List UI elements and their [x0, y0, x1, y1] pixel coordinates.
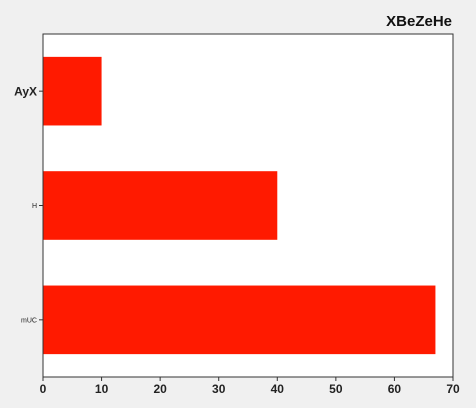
y-tick-label: H: [32, 203, 37, 210]
x-tick-label: 10: [95, 382, 109, 396]
x-tick-label: 60: [388, 382, 402, 396]
x-axis: 0 10 20 30 40 50 60 70: [40, 377, 460, 396]
x-tick-label: 0: [40, 382, 47, 396]
x-tick-label: 40: [271, 382, 285, 396]
y-tick-label: mUC: [21, 317, 37, 324]
x-tick-label: 50: [329, 382, 343, 396]
x-tick-label: 30: [212, 382, 226, 396]
x-tick-label: 20: [153, 382, 167, 396]
bar-muc: [43, 285, 436, 355]
bar-h: [43, 171, 278, 240]
bars-group: [43, 56, 436, 355]
x-tick-label: 70: [446, 382, 460, 396]
chart-title: XBeZeHe: [386, 13, 452, 30]
bar-ayx: [43, 56, 102, 126]
y-tick-label: AyX: [14, 84, 37, 98]
